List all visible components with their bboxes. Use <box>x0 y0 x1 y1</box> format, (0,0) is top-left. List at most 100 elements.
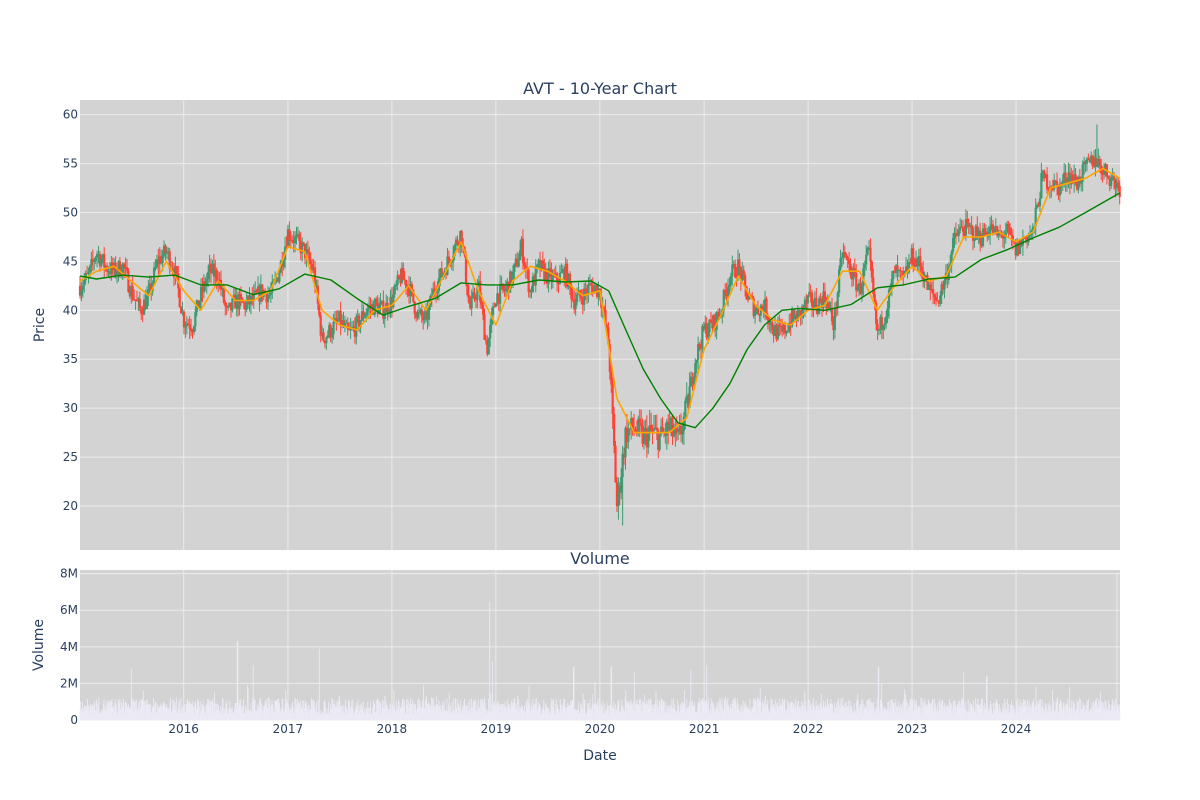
candle-body <box>1014 241 1017 256</box>
volume-bar <box>764 700 766 720</box>
volume-bar <box>403 699 405 720</box>
volume-bar <box>872 702 873 720</box>
volume-bar <box>1097 707 1099 720</box>
candle-body <box>261 284 264 297</box>
candle-body <box>439 268 442 279</box>
volume-bar <box>716 702 718 720</box>
candle-body <box>648 425 651 432</box>
candle-body <box>377 305 381 315</box>
volume-bar <box>596 706 598 720</box>
volume-bar <box>609 705 611 720</box>
volume-bar <box>615 704 617 720</box>
candle-body <box>914 258 918 267</box>
candle-body <box>946 272 949 280</box>
volume-bar <box>542 707 544 720</box>
volume-bar <box>584 713 586 720</box>
volume-bar <box>796 701 798 720</box>
volume-bar <box>1079 713 1081 720</box>
volume-bar <box>390 704 391 720</box>
volume-bar <box>916 709 918 720</box>
volume-bar <box>577 709 579 720</box>
volume-bar <box>984 703 986 720</box>
volume-bar <box>182 713 184 720</box>
candle-body <box>883 323 886 326</box>
volume-bar <box>983 709 985 720</box>
volume-bar <box>605 710 607 720</box>
volume-bar <box>1037 713 1039 720</box>
volume-bar <box>567 704 569 720</box>
volume-bar <box>760 701 762 720</box>
volume-bar <box>958 700 959 720</box>
volume-bar <box>861 699 863 720</box>
volume-bar <box>881 703 883 720</box>
candle-body <box>691 376 694 385</box>
volume-bar <box>409 703 411 720</box>
volume-bar <box>588 709 590 720</box>
volume-bar <box>321 713 323 720</box>
candle-body <box>548 268 552 270</box>
candle-body <box>943 280 946 290</box>
volume-bar <box>468 711 470 720</box>
volume-bar <box>551 707 553 720</box>
candle-body <box>657 429 660 450</box>
volume-bar <box>281 698 283 720</box>
volume-bar <box>280 710 282 720</box>
volume-bar <box>519 707 521 720</box>
volume-bar <box>884 708 886 720</box>
volume-bar <box>710 703 712 720</box>
candle-body <box>514 258 517 264</box>
volume-bar <box>308 704 310 720</box>
volume-bar <box>882 706 884 720</box>
candle-body <box>588 283 591 285</box>
volume-bar <box>728 705 730 720</box>
volume-bar <box>752 698 754 720</box>
volume-bar <box>952 713 954 720</box>
candle-body <box>147 289 150 296</box>
candle-body <box>209 263 213 274</box>
volume-bar <box>639 699 640 720</box>
volume-bar <box>184 712 186 720</box>
volume-bar <box>705 703 707 720</box>
volume-bar <box>888 713 890 720</box>
volume-bar <box>345 699 346 720</box>
volume-bar <box>387 708 389 720</box>
candle-body <box>447 256 450 261</box>
candle-body <box>776 324 779 340</box>
volume-bar <box>105 709 107 720</box>
candle-body <box>697 344 700 360</box>
volume-bar <box>644 694 646 720</box>
candle-body <box>812 306 815 308</box>
candle-body <box>591 285 594 294</box>
candle-body <box>330 334 334 338</box>
volume-bar <box>1085 710 1087 720</box>
candle-body <box>152 267 156 283</box>
candle-body <box>587 284 590 294</box>
candle-body <box>711 322 714 329</box>
candle-body <box>123 263 126 269</box>
volume-bar <box>755 701 757 720</box>
volume-bar <box>338 706 340 720</box>
volume-bar <box>995 698 997 720</box>
volume-bar <box>339 706 341 720</box>
volume-bar <box>762 707 764 720</box>
volume-bar <box>971 703 973 720</box>
volume-bar <box>929 703 931 720</box>
volume-bar <box>879 713 881 720</box>
candle-body <box>419 309 422 312</box>
candle-body <box>353 326 356 337</box>
volume-bar <box>633 672 635 720</box>
candle-body <box>503 289 506 292</box>
candle-body <box>630 418 633 429</box>
volume-bar <box>408 700 410 720</box>
volume-bar <box>216 708 218 720</box>
volume-bar <box>587 702 589 720</box>
volume-bar <box>974 712 976 720</box>
candle-body <box>332 322 335 335</box>
volume-bar <box>807 702 809 720</box>
candle-body <box>148 283 151 290</box>
volume-bar <box>778 711 780 720</box>
candle-body <box>773 325 777 336</box>
volume-bar <box>766 706 767 720</box>
volume-bar <box>1110 704 1112 720</box>
volume-bar <box>492 661 493 720</box>
